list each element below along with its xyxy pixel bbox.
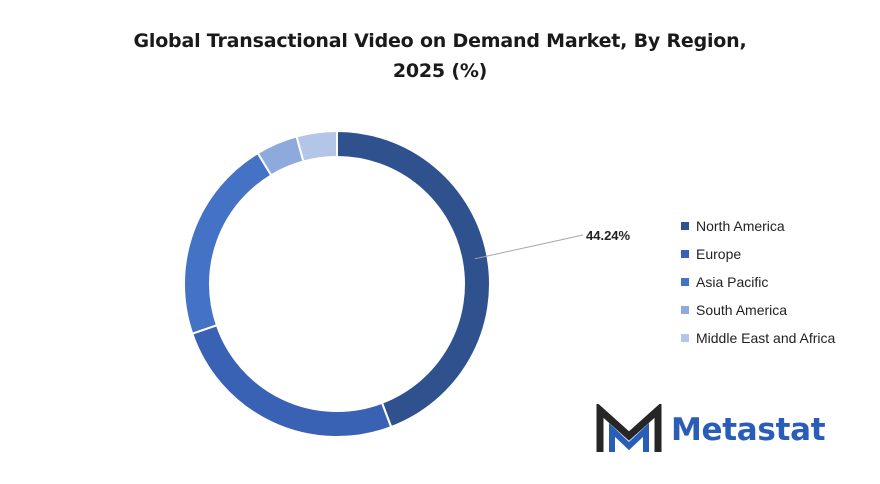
slice-north-america xyxy=(336,129,491,429)
legend-item: Middle East and Africa xyxy=(681,324,835,352)
legend-swatch xyxy=(681,306,689,314)
legend-swatch xyxy=(681,222,689,230)
legend-item: Asia Pacific xyxy=(681,268,835,296)
data-label-leader-line xyxy=(474,234,584,260)
legend-label: South America xyxy=(696,302,788,318)
legend-label: Asia Pacific xyxy=(696,274,769,290)
legend-item: North America xyxy=(681,212,835,240)
legend-item: South America xyxy=(681,296,835,324)
legend-swatch xyxy=(681,334,689,342)
legend-swatch xyxy=(681,250,689,258)
slice-europe xyxy=(191,323,393,438)
legend: North America Europe Asia Pacific South Ame… xyxy=(681,212,835,352)
chart-title-line2: 2025 (%) xyxy=(392,60,488,82)
metastat-logo-icon xyxy=(596,404,662,452)
chart-title: Global Transactional Video on Demand Mar… xyxy=(90,26,790,86)
data-label-north-america: 44.24% xyxy=(586,228,631,243)
slice-middle-east-and-africa xyxy=(295,129,338,163)
legend-label: North America xyxy=(696,218,785,234)
legend-label: Europe xyxy=(696,246,742,262)
slice-asia-pacific xyxy=(183,151,273,335)
legend-item: Europe xyxy=(681,240,835,268)
legend-label: Middle East and Africa xyxy=(696,330,836,346)
metastat-logo-text: Metastat xyxy=(671,412,826,448)
metastat-logo: Metastat xyxy=(596,404,826,456)
chart-title-line1: Global Transactional Video on Demand Mar… xyxy=(133,30,747,52)
legend-swatch xyxy=(681,278,689,286)
